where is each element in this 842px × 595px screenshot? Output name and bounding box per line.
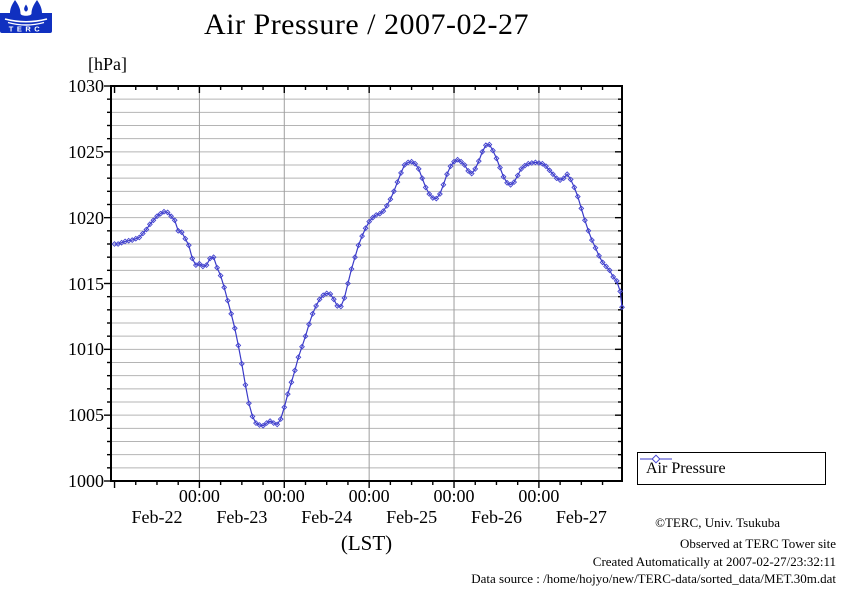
y-tick-label: 1010 — [68, 339, 104, 360]
plot-frame — [110, 85, 623, 482]
x-tick-time-label: 00:00 — [178, 486, 220, 506]
x-tick-day-label: Feb-26 — [470, 507, 522, 527]
legend-box: Air Pressure — [637, 452, 826, 485]
x-tick-time-label: 00:00 — [263, 486, 305, 506]
copyright-text: ©TERC, Univ. Tsukuba — [655, 515, 780, 530]
created-timestamp-text: Created Automatically at 2007-02-27/23:3… — [592, 554, 836, 569]
chart-title: Air Pressure / 2007-02-27 — [204, 8, 529, 41]
legend-label: Air Pressure — [646, 459, 726, 477]
x-tick-time-label: 00:00 — [348, 486, 390, 506]
x-tick-day-label: Feb-25 — [386, 507, 438, 527]
pressure-markers — [111, 141, 625, 429]
x-tick-day-label: Feb-24 — [301, 507, 353, 527]
y-tick-label: 1030 — [68, 76, 104, 96]
x-tick-day-label: Feb-22 — [131, 507, 183, 527]
y-tick-label: 1025 — [68, 141, 104, 162]
y-axis-unit-label: [hPa] — [88, 54, 127, 74]
x-tick-day-label: Feb-27 — [555, 507, 607, 527]
terc-logo: TERC — [0, 0, 52, 33]
svg-text:TERC: TERC — [9, 24, 43, 33]
y-tick-label: 1020 — [68, 207, 104, 228]
y-tick-label: 1000 — [68, 471, 104, 491]
data-source-text: Data source : /home/hojyo/new/TERC-data/… — [471, 571, 836, 586]
y-tick-label: 1015 — [68, 273, 104, 294]
y-tick-label: 1005 — [68, 405, 104, 426]
x-tick-time-label: 00:00 — [518, 486, 560, 506]
observed-site-text: Observed at TERC Tower site — [679, 536, 836, 551]
x-tick-day-label: Feb-23 — [216, 507, 268, 527]
x-axis-label: (LST) — [340, 531, 393, 555]
pressure-line — [114, 143, 623, 427]
x-tick-time-label: 00:00 — [433, 486, 475, 506]
legend-marker-icon — [640, 454, 672, 464]
